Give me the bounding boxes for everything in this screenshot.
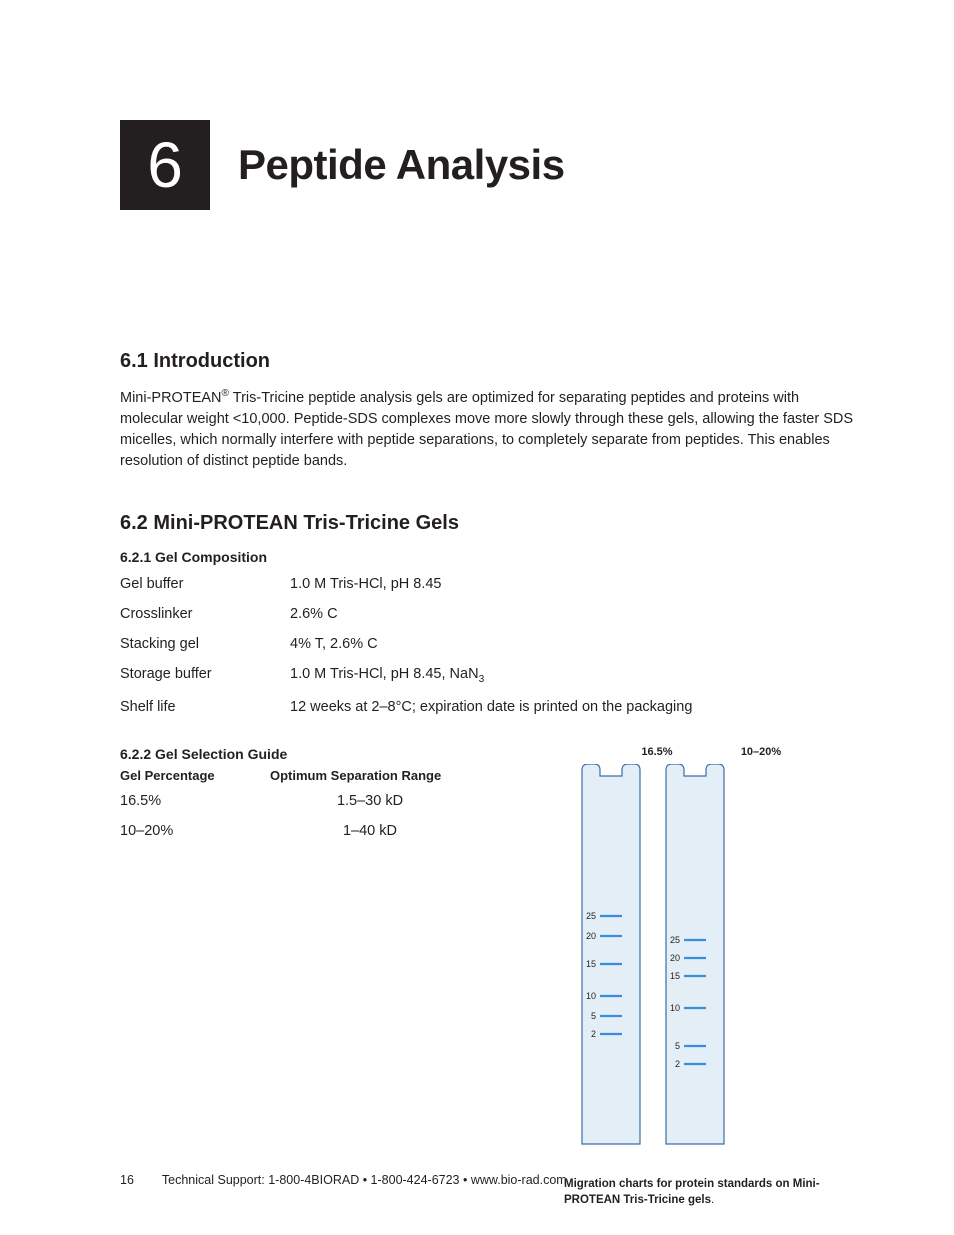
col-gel-percentage: Gel Percentage: [120, 768, 270, 783]
lane-label-1: 16.5%: [627, 746, 687, 758]
comp-label: Shelf life: [120, 699, 290, 715]
comp-value: 1.0 M Tris-HCl, pH 8.45, NaN3: [290, 666, 854, 685]
gel-migration-chart: 16.5% 10–20% 25 20 15 10 5 2 25 20 15 10 5 2 Migrat…: [564, 746, 854, 1208]
svg-text:15: 15: [670, 971, 680, 981]
chapter-number-box: 6: [120, 120, 210, 210]
chapter-title: Peptide Analysis: [238, 141, 565, 189]
gel-composition-table: Gel buffer 1.0 M Tris-HCl, pH 8.45 Cross…: [120, 571, 854, 724]
gel-caption: Migration charts for protein standards o…: [564, 1176, 854, 1208]
selection-row: 16.5% 1.5–30 kD: [120, 789, 536, 819]
comp-row: Crosslinker 2.6% C: [120, 601, 854, 631]
gel-caption-bold: Migration charts for protein standards o…: [564, 1178, 820, 1206]
comp-value: 12 weeks at 2–8°C; expiration date is pr…: [290, 699, 854, 715]
comp-row: Gel buffer 1.0 M Tris-HCl, pH 8.45: [120, 571, 854, 601]
comp-row: Storage buffer 1.0 M Tris-HCl, pH 8.45, …: [120, 661, 854, 694]
comp-value: 1.0 M Tris-HCl, pH 8.45: [290, 576, 854, 592]
sel-range: 1.5–30 kD: [270, 793, 470, 809]
svg-text:5: 5: [675, 1041, 680, 1051]
col-optimum-range: Optimum Separation Range: [270, 768, 470, 783]
comp-value: 4% T, 2.6% C: [290, 636, 854, 652]
svg-text:5: 5: [591, 1011, 596, 1021]
page-footer: 16 Technical Support: 1-800-4BIORAD • 1-…: [120, 1173, 567, 1187]
intro-rest: Tris-Tricine peptide analysis gels are o…: [120, 390, 853, 469]
footer-text: Technical Support: 1-800-4BIORAD • 1-800…: [162, 1173, 567, 1187]
svg-text:10: 10: [670, 1003, 680, 1013]
svg-text:20: 20: [586, 931, 596, 941]
storage-buffer-prefix: 1.0 M Tris-HCl, pH 8.45, NaN: [290, 666, 479, 682]
sub-6-2-2-heading: 6.2.2 Gel Selection Guide: [120, 746, 536, 762]
gel-caption-tail: .: [711, 1194, 714, 1206]
comp-label: Crosslinker: [120, 606, 290, 622]
sub-6-2-1-heading: 6.2.1 Gel Composition: [120, 549, 854, 565]
svg-text:25: 25: [670, 935, 680, 945]
section-6-1-heading: 6.1 Introduction: [120, 350, 854, 373]
registered-mark: ®: [222, 388, 229, 399]
section-6-2-heading: 6.2 Mini-PROTEAN Tris-Tricine Gels: [120, 512, 854, 535]
intro-prefix: Mini-PROTEAN: [120, 390, 222, 406]
lane-label-2: 10–20%: [731, 746, 791, 758]
page-number: 16: [120, 1173, 134, 1187]
svg-text:25: 25: [586, 911, 596, 921]
chapter-header: 6 Peptide Analysis: [120, 120, 854, 210]
comp-label: Stacking gel: [120, 636, 290, 652]
svg-text:15: 15: [586, 959, 596, 969]
svg-text:10: 10: [586, 991, 596, 1001]
section-6-1-text: Mini-PROTEAN® Tris-Tricine peptide analy…: [120, 387, 854, 472]
gel-svg: 25 20 15 10 5 2 25 20 15 10 5 2: [564, 764, 764, 1164]
sel-pct: 10–20%: [120, 823, 270, 839]
comp-row: Stacking gel 4% T, 2.6% C: [120, 631, 854, 661]
comp-label: Storage buffer: [120, 666, 290, 685]
svg-text:2: 2: [675, 1059, 680, 1069]
sel-range: 1–40 kD: [270, 823, 470, 839]
svg-text:2: 2: [591, 1029, 596, 1039]
selection-table-header: Gel Percentage Optimum Separation Range: [120, 768, 536, 783]
comp-value: 2.6% C: [290, 606, 854, 622]
selection-row: 10–20% 1–40 kD: [120, 819, 536, 849]
svg-text:20: 20: [670, 953, 680, 963]
comp-row: Shelf life 12 weeks at 2–8°C; expiration…: [120, 694, 854, 724]
comp-label: Gel buffer: [120, 576, 290, 592]
sel-pct: 16.5%: [120, 793, 270, 809]
storage-buffer-sub: 3: [479, 674, 485, 685]
